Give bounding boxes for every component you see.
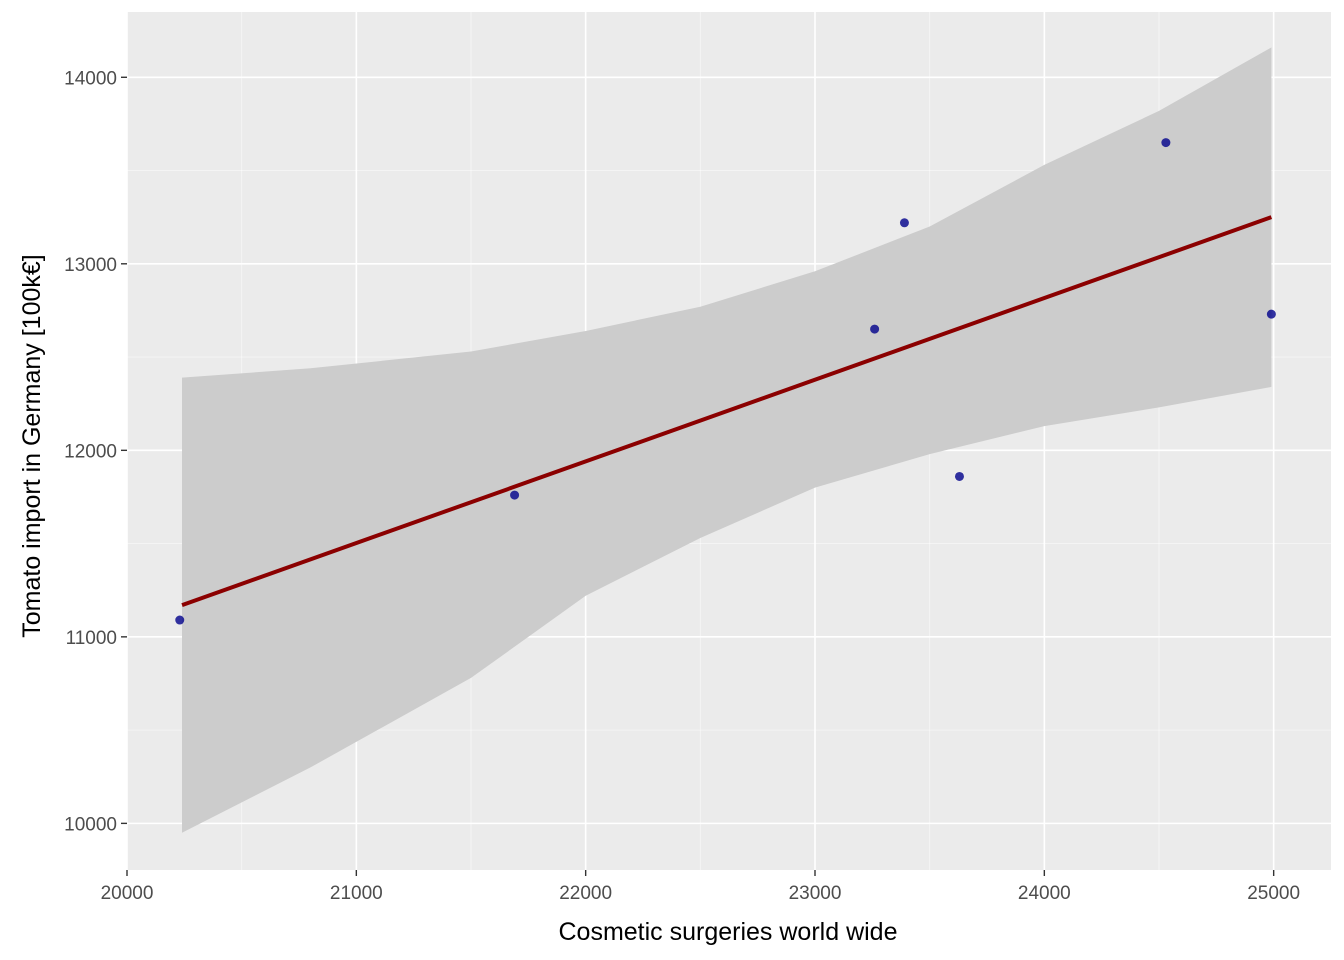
data-point <box>175 615 185 625</box>
x-tick-label: 25000 <box>1247 883 1300 904</box>
data-points <box>175 138 1276 625</box>
x-tick-label: 23000 <box>789 883 842 904</box>
x-tick-label: 21000 <box>330 883 383 904</box>
data-point <box>1161 138 1171 148</box>
x-axis: 20000 21000 22000 23000 24000 25000 <box>101 870 1300 904</box>
y-tick-label: 14000 <box>64 68 117 89</box>
y-axis-title: Tomato import in Germany [100k€] <box>18 254 46 638</box>
data-point <box>954 471 964 481</box>
y-tick-label: 10000 <box>64 814 117 835</box>
x-tick-label: 20000 <box>101 883 154 904</box>
y-tick-label: 11000 <box>66 628 117 649</box>
regression-line <box>181 215 1273 608</box>
x-tick-label: 24000 <box>1018 883 1071 904</box>
y-axis: 10000 11000 12000 13000 14000 <box>64 68 127 835</box>
x-axis-title: Cosmetic surgeries world wide <box>558 918 897 946</box>
data-point <box>870 324 880 334</box>
data-point <box>1266 309 1276 319</box>
data-point <box>510 490 520 500</box>
confidence-band <box>182 47 1272 833</box>
y-tick-label: 12000 <box>64 441 117 462</box>
data-point <box>899 218 909 228</box>
y-tick-label: 13000 <box>64 255 117 276</box>
x-tick-label: 22000 <box>559 883 612 904</box>
